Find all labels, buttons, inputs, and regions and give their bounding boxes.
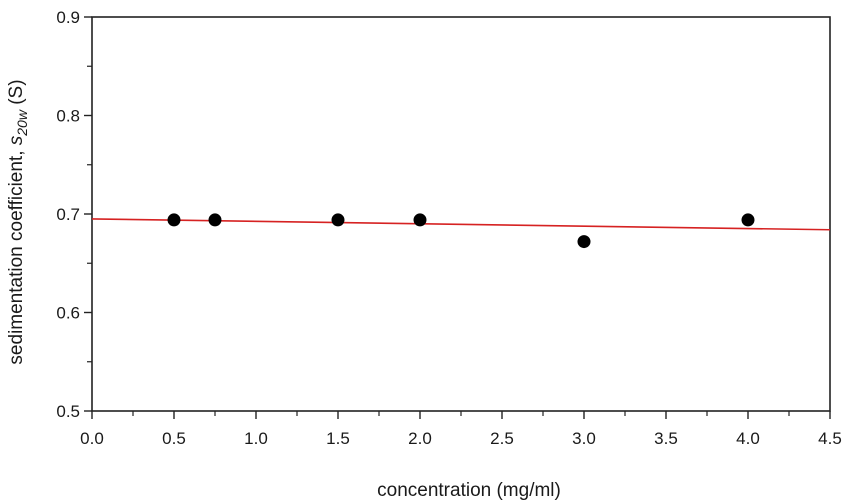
x-tick-label: 2.0 <box>408 429 432 448</box>
x-tick-label: 2.5 <box>490 429 514 448</box>
y-tick-label: 0.6 <box>56 304 80 323</box>
data-point <box>167 213 181 227</box>
x-tick-label: 0.5 <box>162 429 186 448</box>
data-point <box>741 213 755 227</box>
x-tick-label: 0.0 <box>80 429 104 448</box>
y-axis-title-suffix: (S) <box>6 79 27 110</box>
y-axis-title-symbol: s <box>6 135 27 145</box>
data-point <box>208 213 222 227</box>
x-tick-label: 4.5 <box>818 429 842 448</box>
data-point <box>577 235 591 249</box>
y-tick-label: 0.7 <box>56 205 80 224</box>
x-tick-label: 3.0 <box>572 429 596 448</box>
svg-text:sedimentation coefficient, s20: sedimentation coefficient, s20w (S) <box>6 79 30 364</box>
y-tick-label: 0.5 <box>56 402 80 421</box>
x-tick-label: 3.5 <box>654 429 678 448</box>
x-tick-label: 1.0 <box>244 429 268 448</box>
fit-line <box>91 218 831 231</box>
data-point <box>331 213 345 227</box>
y-axis-title-subscript: 20w <box>14 109 30 137</box>
y-axis-title-prefix: sedimentation coefficient, <box>6 145 27 364</box>
x-tick-label: 1.5 <box>326 429 350 448</box>
plot-frame <box>91 16 831 412</box>
y-axis-title: sedimentation coefficient, s20w (S) <box>6 79 30 364</box>
x-tick-label: 4.0 <box>736 429 760 448</box>
y-tick-label: 0.8 <box>56 107 80 126</box>
x-axis-title: concentration (mg/ml) <box>377 480 561 501</box>
data-point <box>413 213 427 227</box>
y-tick-label: 0.9 <box>56 8 80 27</box>
